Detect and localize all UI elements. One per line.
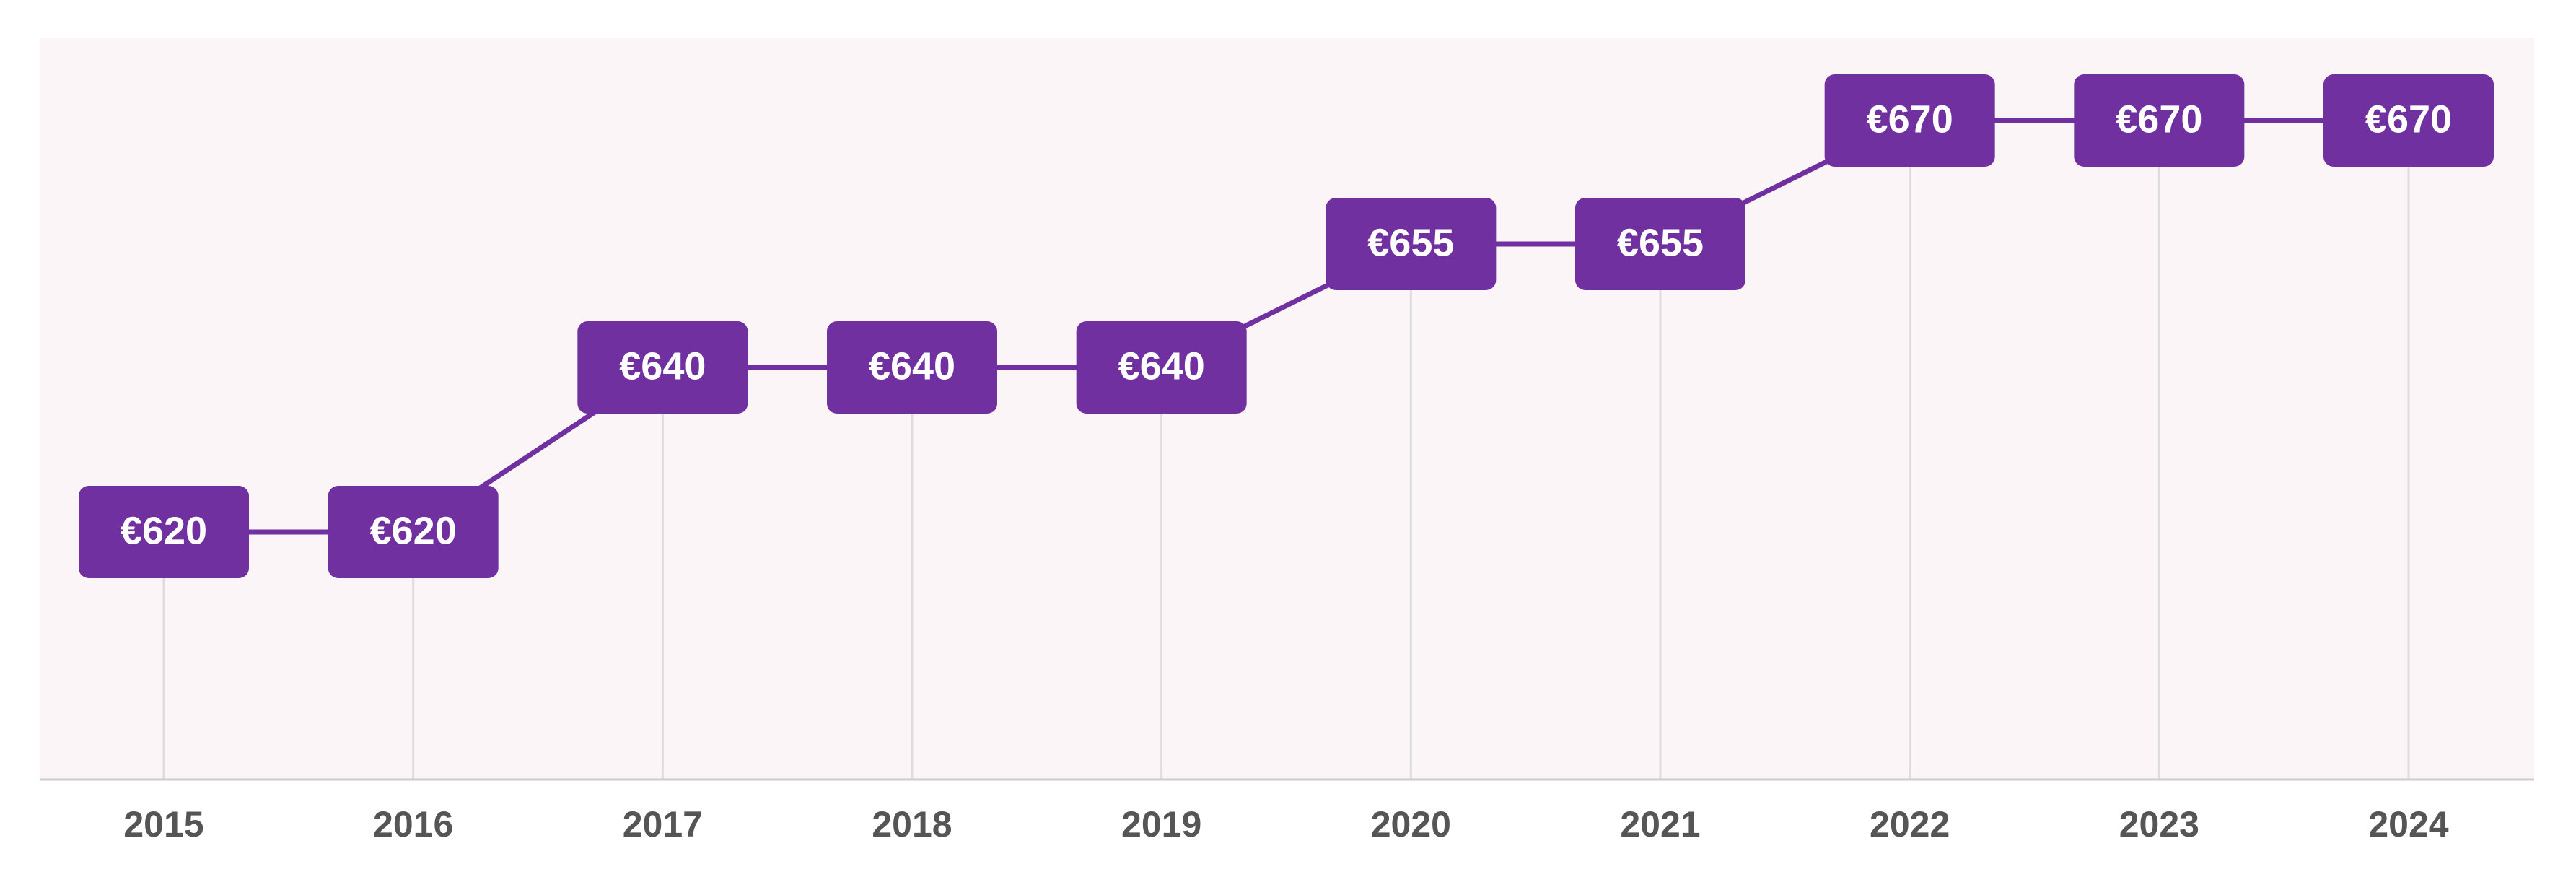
data-point-marker — [577, 321, 748, 414]
data-point-label: €670 — [2074, 74, 2245, 167]
x-tick-label: 2023 — [2119, 804, 2199, 845]
x-tick-label: 2024 — [2368, 804, 2448, 845]
data-point-label: €640 — [1076, 321, 1247, 414]
data-label: €670 — [2116, 97, 2202, 141]
x-tick-label: 2015 — [123, 804, 203, 845]
data-point-marker — [2074, 74, 2245, 167]
data-point-marker — [1575, 198, 1745, 290]
data-label: €640 — [869, 344, 955, 388]
data-label: €655 — [1367, 221, 1454, 264]
x-tick-label: 2019 — [1121, 804, 1201, 845]
data-point-label: €670 — [1824, 74, 1995, 167]
data-point-label: €640 — [827, 321, 997, 414]
data-point-marker — [328, 486, 499, 578]
data-label: €670 — [1867, 97, 1953, 141]
x-tick-label: 2020 — [1371, 804, 1451, 845]
series-line — [164, 118, 2409, 535]
x-tick-label: 2016 — [373, 804, 453, 845]
data-label: €620 — [370, 509, 457, 552]
data-label: €655 — [1617, 221, 1704, 264]
data-point-marker — [1076, 321, 1247, 414]
x-tick-label: 2021 — [1620, 804, 1700, 845]
data-point-marker — [2323, 74, 2494, 167]
data-point-marker — [1326, 198, 1497, 290]
data-point-label: €620 — [79, 486, 249, 578]
data-point-label: €620 — [328, 486, 499, 578]
data-point-label: €655 — [1575, 198, 1745, 290]
data-point-label: €640 — [577, 321, 748, 414]
x-tick-label: 2022 — [1870, 804, 1950, 845]
data-point-marker — [79, 486, 249, 578]
data-point-label: €670 — [2323, 74, 2494, 167]
data-label: €620 — [121, 509, 207, 552]
x-tick-label: 2017 — [623, 804, 703, 845]
data-label: €640 — [619, 344, 706, 388]
data-label: €670 — [2365, 97, 2452, 141]
data-point-label: €655 — [1326, 198, 1497, 290]
data-point-marker — [1824, 74, 1995, 167]
x-tick-label: 2018 — [872, 804, 952, 845]
data-point-marker — [827, 321, 997, 414]
data-label: €640 — [1118, 344, 1205, 388]
